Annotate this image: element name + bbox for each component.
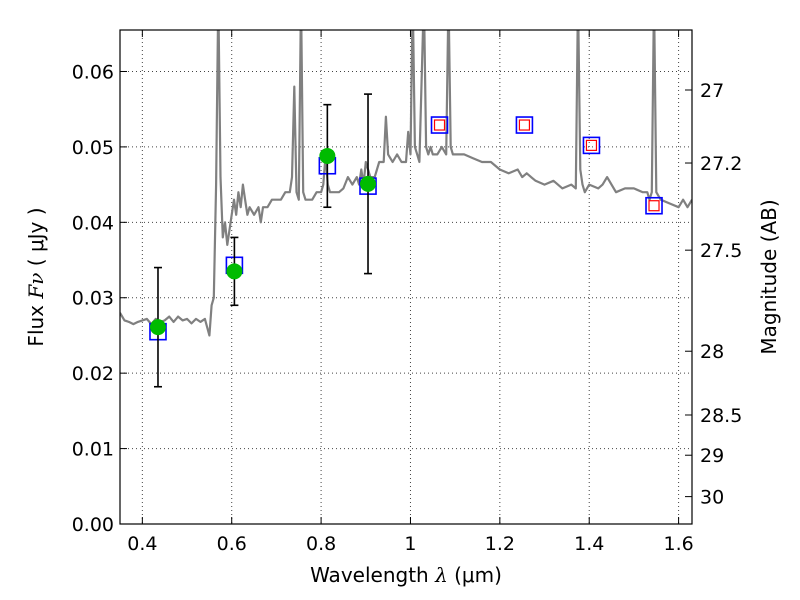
y-tick-label: 0.05 <box>72 137 114 159</box>
y2-tick-label: 27.2 <box>700 153 742 175</box>
y2-tick-label: 27 <box>700 80 724 102</box>
y2-tick-label: 30 <box>700 487 724 509</box>
y-tick-label: 0.06 <box>72 61 114 83</box>
x-tick-label: 0.6 <box>217 533 247 555</box>
y-tick-label: 0.03 <box>72 288 114 310</box>
x-tick-label: 0.8 <box>306 533 336 555</box>
upper-limit-box <box>648 200 660 212</box>
x-tick-label: 1.2 <box>485 533 515 555</box>
observed-flux-point <box>226 263 243 280</box>
plot-frame <box>119 29 693 525</box>
observed-flux-point <box>319 147 336 164</box>
y-tick-label: 0.02 <box>72 363 114 385</box>
model-spectrum-line <box>120 30 692 337</box>
model-flux-box <box>430 116 449 134</box>
y-tick-label: 0.01 <box>72 439 114 461</box>
y2-tick-label: 28 <box>700 341 724 363</box>
x-tick-label: 0.4 <box>127 533 157 555</box>
model-flux-box <box>582 136 601 155</box>
upper-limit-box <box>518 119 531 131</box>
y-axis-label: Flux Fν ( μJy ) <box>24 207 48 346</box>
x-tick-label: 1.6 <box>663 533 693 555</box>
y-tick-label: 0.00 <box>72 514 114 536</box>
upper-limit-box <box>585 139 598 151</box>
model-flux-box <box>515 116 534 134</box>
y2-tick-label: 27.5 <box>700 240 742 262</box>
observed-flux-point <box>149 319 166 336</box>
upper-limit-box <box>433 119 446 131</box>
y2-tick-label: 28.5 <box>700 405 742 427</box>
y-tick-label: 0.04 <box>72 212 114 234</box>
x-tick-label: 1 <box>404 533 416 555</box>
plot-area <box>120 30 692 388</box>
x-tick-label: 1.4 <box>574 533 604 555</box>
observed-flux-point <box>360 175 377 192</box>
model-flux-box <box>645 196 663 215</box>
y2-tick-label: 29 <box>700 445 724 467</box>
y2-axis-label: Magnitude (AB) <box>757 199 781 354</box>
x-axis-label: Wavelength λ (μm) <box>310 563 502 587</box>
